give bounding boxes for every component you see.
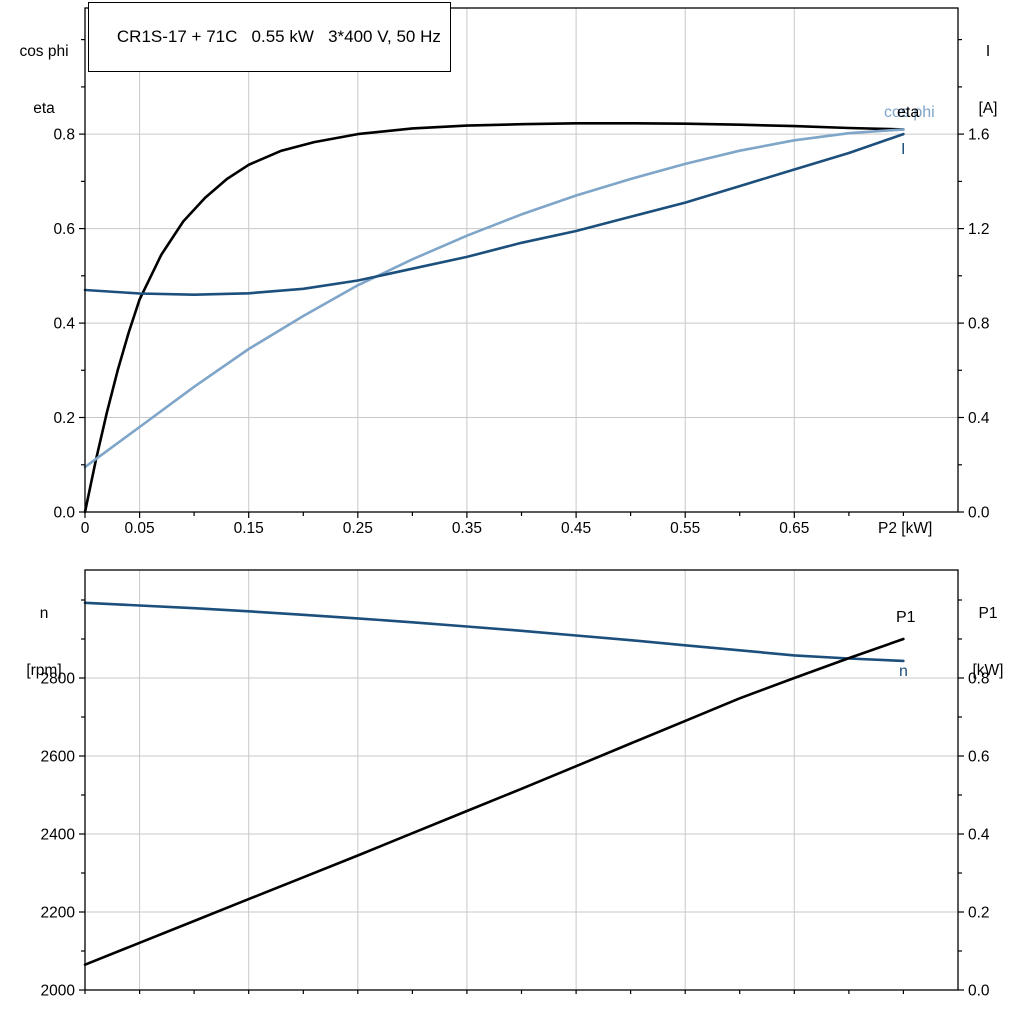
bottom-chart: 2000 2200 2400 2600 2800 0.0 0.2 0.4 0.6 0.8 [41,569,990,1000]
y-left-tick-label: 2000 [41,983,76,1000]
y-left-tick-label: 0.4 [53,316,75,333]
y-right-tick-label: 0.6 [968,749,990,766]
y-right-tick-label: 0.8 [968,671,990,688]
y-right-tick-label: 0.8 [968,316,990,333]
y-right-tick-label: 0.4 [968,827,990,844]
eta-curve-label: eta [897,104,920,121]
eta-axis-title: eta [33,100,55,117]
y-left-tick-label: 0.2 [53,410,75,427]
curve-cos-phi [83,128,905,469]
y-left-tick-label: 2400 [41,827,76,844]
y-right-tick-label: 0.0 [968,505,990,522]
y-left-tick-label: 2600 [41,749,76,766]
power-in-unit-title: [kW] [972,662,1004,679]
bottom-chart-tick-labels: 2000 2200 2400 2600 2800 0.0 0.2 0.4 0.6 0.8 [41,671,990,1000]
cos-phi-axis-title: cos phi [19,43,69,60]
top-chart-tick-labels: 0 0.05 0.15 0.25 0.35 0.45 0.55 0.65 0.0 0.2 0.4 0.… [53,127,989,537]
y-right-tick-label: 0.0 [968,983,990,1000]
curve-n [83,601,905,663]
x-tick-label: 0.65 [779,520,809,537]
chart-title: CR1S-17 + 71C 0.55 kW 3*400 V, 50 Hz [116,27,441,46]
x-tick-label: 0 [81,520,90,537]
current-axis-title: I [985,43,991,60]
cos-phi-curve-label: cos phi [884,104,935,121]
current-unit-title: [A] [978,100,998,117]
bottom-right-axis-title: P1 [kW] [960,566,1016,718]
top-right-axis-title: I [A] [960,4,1016,156]
top-chart-ticks [79,38,964,518]
power-in-axis-title: P1 [978,605,998,622]
x-tick-label: 0.05 [125,520,155,537]
power-in-curve-label: P1 [896,609,916,626]
bottom-left-axis-title: n [rpm] [5,566,83,718]
y-left-tick-label: 2200 [41,905,76,922]
y-right-tick-label: 1.2 [968,221,990,238]
top-left-axis-title: cos phi eta [5,4,83,156]
y-left-tick-label: 0.0 [53,505,75,522]
bottom-chart-frame [84,569,959,991]
current-curve-label: I [901,141,906,158]
curve-P1 [83,637,905,967]
speed-axis-title: n [39,605,49,622]
x-axis-unit-label: P2 [kW] [878,520,933,537]
x-tick-label: 0.35 [452,520,482,537]
x-tick-label: 0.15 [234,520,264,537]
y-right-tick-label: 0.4 [968,410,990,427]
top-chart-frame [84,7,959,513]
top-chart-gridlines [85,8,958,512]
x-tick-label: 0.25 [343,520,373,537]
top-chart: 0 0.05 0.15 0.25 0.35 0.45 0.55 0.65 0.0 0.2 0.4 0.… [53,7,990,537]
y-left-tick-label: 0.6 [53,221,75,238]
bottom-chart-gridlines [85,570,958,990]
x-tick-label: 0.55 [670,520,700,537]
x-tick-label: 0.45 [561,520,591,537]
chart-title-box: CR1S-17 + 71C 0.55 kW 3*400 V, 50 Hz [88,2,451,72]
y-right-tick-label: 1.6 [968,127,990,144]
speed-curve-label: n [899,663,908,680]
y-right-tick-label: 0.2 [968,905,990,922]
y-left-tick-label: 0.8 [53,127,75,144]
speed-unit-title: [rpm] [26,662,62,679]
curve-eta [83,122,905,514]
y-left-tick-label: 2800 [41,671,76,688]
bottom-chart-ticks [79,599,964,994]
curve-I [83,132,905,297]
